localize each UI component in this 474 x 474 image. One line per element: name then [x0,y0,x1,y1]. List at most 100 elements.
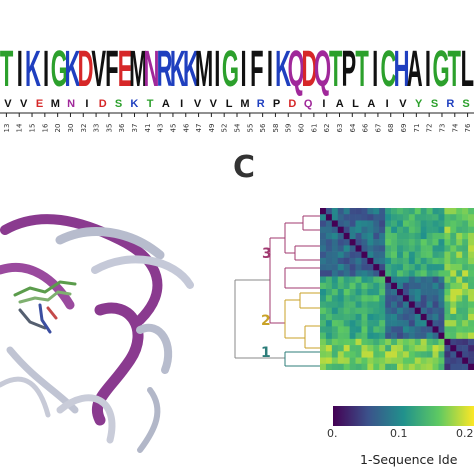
heatmap-cell [426,220,433,227]
heatmap-cell [414,301,421,308]
heatmap-cell [355,295,362,302]
heatmap-cell [408,214,416,221]
heatmap-cell [337,270,344,277]
logo-letter: P [342,42,357,98]
heatmap-cell [456,357,463,365]
identity-heatmap [320,208,474,370]
logo-position-label: 20 [54,124,62,133]
heatmap-cell [402,245,410,252]
heatmap-cell [337,363,344,370]
heatmap-cell [325,295,333,302]
heatmap-cell [367,332,374,340]
logo-position-label: 14 [16,123,24,132]
heatmap-cell [426,214,433,221]
heatmap-cell [426,351,433,358]
heatmap-cell [420,270,427,277]
heatmap-cell [343,307,350,315]
heatmap-cell [462,326,469,333]
heatmap-cell [432,270,439,277]
heatmap-cell [391,332,398,340]
heatmap-cell [408,363,416,370]
heatmap-cell [456,214,463,221]
heatmap-cell [385,239,392,246]
heatmap-cell [432,345,439,352]
heatmap-cell [385,257,392,265]
heatmap-cell [320,295,327,302]
heatmap-cell [379,214,386,221]
heatmap-cell [450,270,457,277]
heatmap-cell [343,295,350,302]
heatmap-cell [325,357,333,365]
heatmap-cell [450,307,457,315]
heatmap-cell [355,276,362,284]
heatmap-cell [402,332,410,340]
heatmap-cell [385,220,392,227]
heatmap-cell [450,313,457,321]
heatmap-cell [408,245,416,252]
heatmap-cell [397,351,404,358]
heatmap-cell [367,326,374,333]
heatmap-cell [444,239,451,246]
heatmap-cell [456,332,463,340]
heatmap-cell [438,295,445,302]
heatmap-cell [420,251,427,259]
heatmap-cell [456,270,463,277]
heatmap-cell [444,351,451,358]
heatmap-cell [468,357,474,365]
heatmap-cell [320,208,327,215]
heatmap-cell [373,326,380,333]
heatmap-cell [367,245,374,252]
heatmap-cell [438,282,445,290]
logo-letter: I [267,42,273,98]
heatmap-cell [462,264,469,271]
heatmap-cell [408,301,416,308]
logo-letter: M [195,42,213,98]
logo-minor-letter: I [85,98,88,110]
heatmap-cell [373,232,380,240]
heatmap-cell [426,251,433,259]
heatmap-cell [361,357,368,365]
heatmap-cell [468,338,474,346]
heatmap-cell [426,357,433,365]
heatmap-cell [414,251,421,259]
heatmap-cell [420,332,427,340]
logo-position-label: 66 [362,123,370,132]
heatmap-cell [373,307,380,315]
heatmap-cell [331,320,339,327]
logo-position-label: 63 [336,124,344,133]
heatmap-cell [343,320,350,327]
heatmap-cell [361,345,368,352]
heatmap-cell [456,251,463,259]
heatmap-cell [462,301,469,308]
heatmap-cell [456,232,463,240]
heatmap-cell [391,251,398,259]
heatmap-cell [438,351,445,358]
heatmap-cell [468,313,474,321]
heatmap-cell [438,251,445,259]
heatmap-cell [379,245,386,252]
heatmap-cell [414,257,421,265]
heatmap-cell [420,295,427,302]
heatmap-cell [355,326,362,333]
heatmap-cell [320,332,327,340]
heatmap-cell [456,264,463,271]
heatmap-cell [408,226,416,234]
heatmap-cell [337,245,344,252]
heatmap-cell [408,270,416,277]
heatmap-cell [397,220,404,227]
heatmap-cell [450,320,457,327]
logo-letter: I [241,42,247,98]
heatmap-cell [391,257,398,265]
heatmap-cell [373,270,380,277]
heatmap-cell [325,338,333,346]
heatmap-cell [331,276,339,284]
logo-minor-letter: R [446,98,454,110]
heatmap-cell [349,226,356,234]
heatmap-cell [402,251,410,259]
heatmap-cell [408,239,416,246]
heatmap-cell [426,289,433,296]
heatmap-cell [397,357,404,365]
logo-position-label: 35 [105,124,113,133]
heatmap-cell [462,307,469,315]
heatmap-cell [373,320,380,327]
